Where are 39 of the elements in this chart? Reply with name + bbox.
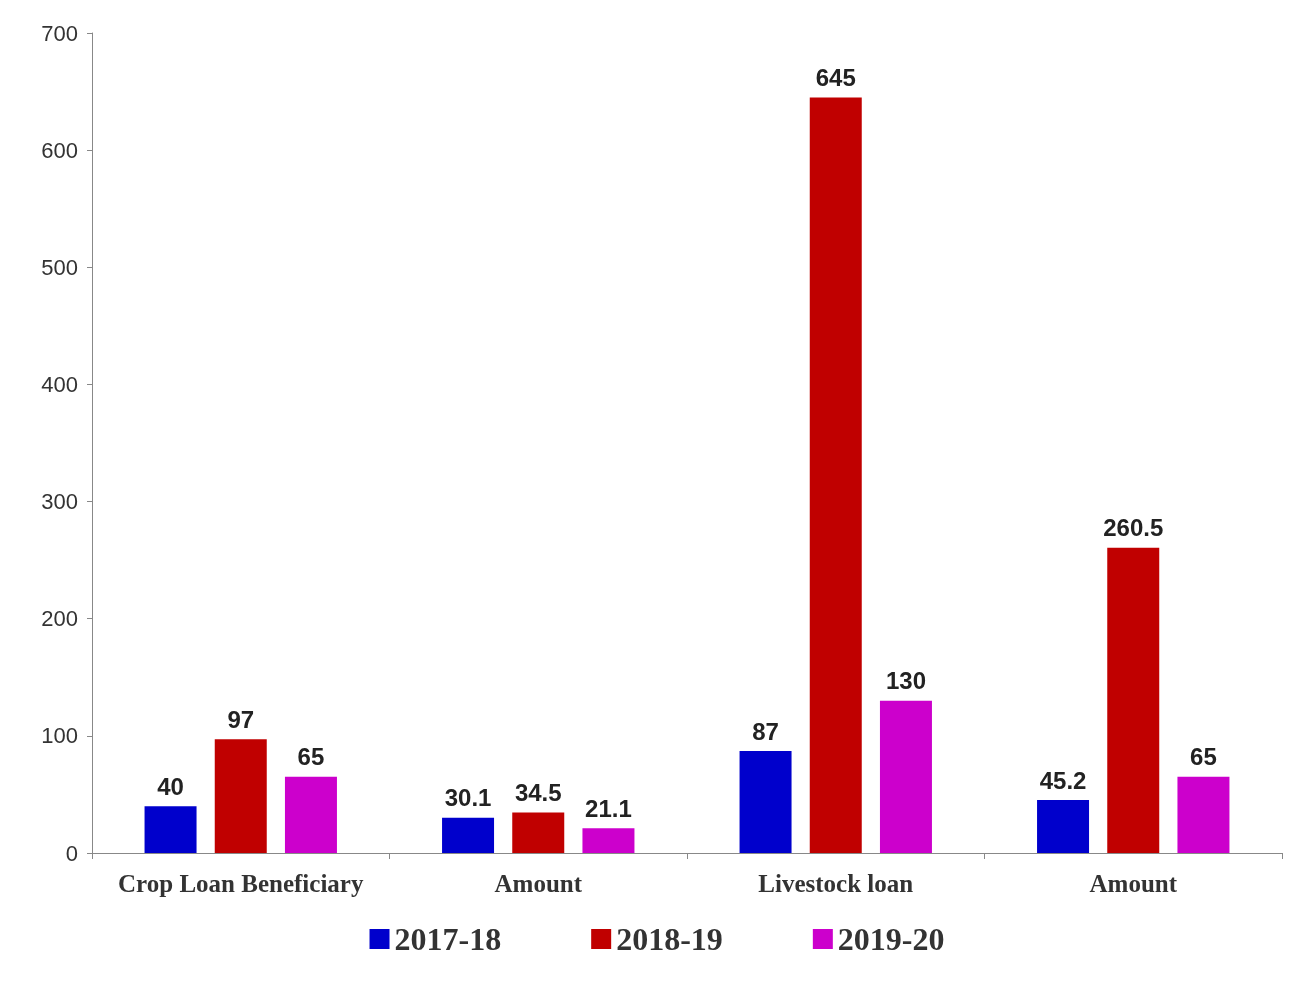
data-label: 65 xyxy=(1190,743,1217,771)
bar xyxy=(739,751,792,853)
y-tick-label: 0 xyxy=(65,840,78,866)
legend-label: 2018-19 xyxy=(616,921,723,957)
data-label: 30.1 xyxy=(444,784,492,812)
legend-label: 2019-20 xyxy=(837,921,945,957)
y-tick-label: 500 xyxy=(41,254,78,280)
data-label: 40 xyxy=(157,772,184,800)
x-tick-label: Amount xyxy=(1089,870,1178,897)
data-label: 260.5 xyxy=(1103,514,1164,542)
bar xyxy=(582,828,635,853)
y-tick-label: 700 xyxy=(41,20,78,46)
bar xyxy=(512,812,565,853)
y-tick-label: 400 xyxy=(41,371,78,397)
data-label: 45.2 xyxy=(1039,766,1087,794)
y-tick-label: 300 xyxy=(41,489,78,515)
x-tick-label: Crop Loan Beneficiary xyxy=(118,870,364,897)
y-tick-label: 600 xyxy=(41,137,78,163)
y-tick-label: 100 xyxy=(41,723,78,749)
bar xyxy=(442,817,495,853)
data-label: 34.5 xyxy=(514,779,562,807)
bar xyxy=(1107,547,1160,853)
y-tick-label: 200 xyxy=(41,606,78,632)
x-tick-label: Amount xyxy=(494,870,583,897)
data-label: 130 xyxy=(885,667,926,695)
legend-label: 2017-18 xyxy=(394,921,502,957)
bar xyxy=(809,97,862,853)
data-label: 65 xyxy=(297,743,325,771)
data-label: 21.1 xyxy=(585,794,632,822)
bar xyxy=(1037,800,1090,853)
data-label: 97 xyxy=(227,705,255,733)
bar xyxy=(879,700,932,853)
bar xyxy=(144,806,197,853)
bar xyxy=(214,739,267,853)
bar xyxy=(1177,776,1230,853)
data-label: 645 xyxy=(815,63,856,91)
x-tick-label: Livestock loan xyxy=(758,870,914,897)
data-label: 87 xyxy=(752,717,779,745)
bar xyxy=(284,776,337,853)
